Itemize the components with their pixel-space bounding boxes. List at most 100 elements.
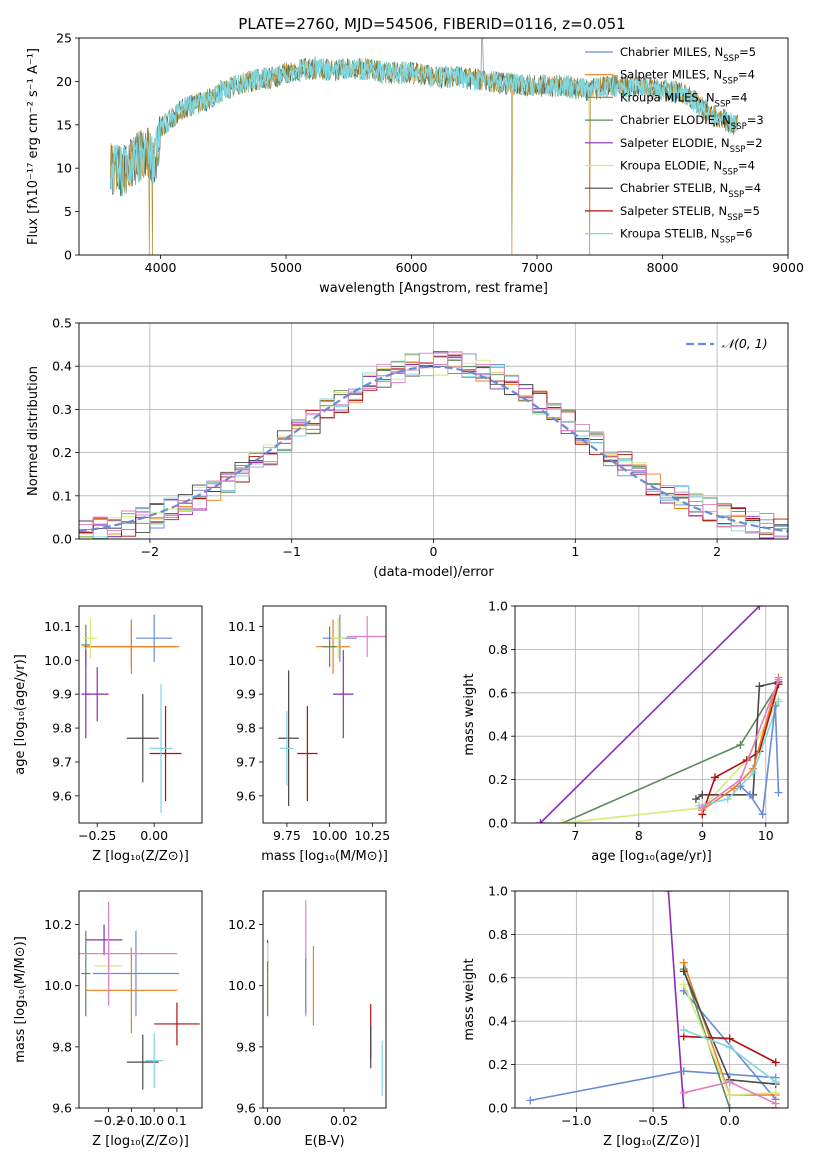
weight-marker xyxy=(664,891,673,895)
residuals-axes: −2 −1 0 1 2 0.0 0.1 0.2 0.3 0.4 0.5 (data-model)/er… xyxy=(26,316,789,580)
weight-marker xyxy=(710,773,719,782)
x-tick-label: −0.1 xyxy=(116,1113,146,1128)
weight-marker xyxy=(725,1043,734,1052)
x-tick-label: 6000 xyxy=(396,260,428,275)
axes-frame xyxy=(262,605,387,824)
x-tick-label: 10 xyxy=(758,828,774,843)
y-tick-label: 0.8 xyxy=(488,642,508,657)
x-axis-label: (data-model)/error xyxy=(373,565,494,580)
weight-marker xyxy=(698,790,707,799)
y-tick-label: 0.6 xyxy=(488,685,508,700)
weight-marker xyxy=(730,784,739,793)
x-tick-label: 4000 xyxy=(145,260,177,275)
y-tick-label: 10.2 xyxy=(44,917,72,932)
x-axis-label: E(B-V) xyxy=(304,1134,344,1149)
y-axis-label: age [log₁₀(age/yr)] xyxy=(13,654,28,775)
x-tick-label: 0.1 xyxy=(167,1113,187,1128)
y-tick-label: 10.0 xyxy=(44,653,72,668)
legend-label: Kroupa ELODIE, NSSP=4 xyxy=(620,159,755,178)
axes-frame xyxy=(78,37,789,256)
weight-marker xyxy=(771,1088,780,1097)
legend-label: Chabrier MILES, NSSP=5 xyxy=(620,45,756,64)
y-axis-label: Normed distribution xyxy=(26,366,41,496)
weight-marker xyxy=(725,1034,734,1043)
y-tick-label: 9.6 xyxy=(236,1101,256,1116)
axes-frame xyxy=(78,890,203,1109)
weight-series-line xyxy=(562,698,780,823)
x-tick-label: −0.2 xyxy=(93,1113,123,1128)
x-tick-label: 9000 xyxy=(772,260,804,275)
y-tick-label: 0.0 xyxy=(488,1101,508,1116)
axes-frame xyxy=(78,322,789,540)
x-tick-label: 0.02 xyxy=(330,1113,358,1128)
weight-marker xyxy=(771,1077,780,1086)
weight-marker xyxy=(725,1090,734,1099)
weight-marker xyxy=(679,1067,688,1076)
reference-gaussian xyxy=(79,365,788,533)
y-tick-label: 0.6 xyxy=(488,970,508,985)
x-tick-label: 2 xyxy=(713,544,721,559)
y-tick-label: 0.4 xyxy=(488,729,508,744)
y-tick-label: 0.4 xyxy=(488,1014,508,1029)
y-tick-label: 9.8 xyxy=(52,1039,72,1054)
x-tick-label: 9.75 xyxy=(273,828,301,843)
y-axis-label: mass weight xyxy=(462,673,477,755)
axes-frame xyxy=(514,890,789,1109)
y-axis-label: mass [log₁₀(M/M⊙)] xyxy=(13,936,28,1063)
weight-marker xyxy=(755,606,764,610)
weight-marker xyxy=(679,980,688,989)
weight-marker xyxy=(526,1096,535,1105)
y-axis-label: Flux [fλ10⁻¹⁷ erg cm⁻² s⁻¹ A⁻¹] xyxy=(26,48,41,245)
weight-marker xyxy=(679,1025,688,1034)
x-tick-label: 8 xyxy=(635,828,643,843)
x-axis-label: Z [log₁₀(Z/Z⊙)] xyxy=(92,849,189,864)
y-tick-label: 9.6 xyxy=(52,788,72,803)
y-tick-label: 9.6 xyxy=(52,1101,72,1116)
legend-label: Salpeter STELIB, NSSP=5 xyxy=(620,204,760,223)
axes-frame xyxy=(262,890,387,1109)
spectrum-line xyxy=(109,56,739,196)
weight-marker xyxy=(723,795,732,804)
y-tick-label: 10.1 xyxy=(228,619,256,634)
y-tick-label: 10 xyxy=(56,161,72,176)
y-tick-label: 0.2 xyxy=(488,1057,508,1072)
x-tick-label: −2 xyxy=(141,544,159,559)
x-tick-label: 0.0 xyxy=(144,1113,164,1128)
weight-marker xyxy=(679,1088,688,1097)
weight-marker xyxy=(771,701,780,710)
legend: Chabrier MILES, NSSP=5 Salpeter MILES, NS… xyxy=(585,45,764,246)
axes-frame xyxy=(78,605,203,824)
x-tick-label: −1 xyxy=(282,544,300,559)
x-tick-label: 7 xyxy=(571,828,579,843)
weight-marker xyxy=(758,810,767,819)
weight-marker xyxy=(736,740,745,749)
x-tick-label: −0.25 xyxy=(78,828,116,843)
weight-marker xyxy=(774,697,783,706)
weight-series-line xyxy=(701,677,780,811)
axes-frame xyxy=(514,605,789,824)
weight-marker xyxy=(725,1077,734,1086)
y-tick-label: 9.7 xyxy=(52,754,72,769)
weight-series-line xyxy=(539,606,760,823)
mass_vs_z-axes: −0.2−0.10.0 0.1 9.6 9.8 10.0 10.2 Z [log₁₀(Z/Z… xyxy=(13,890,203,1149)
weight-marker xyxy=(774,788,783,797)
x-axis-label: age [log₁₀(age/yr)] xyxy=(591,849,712,864)
weight-marker xyxy=(771,1058,780,1067)
legend-label: Chabrier ELODIE, NSSP=3 xyxy=(620,113,764,132)
x-tick-label: 5000 xyxy=(270,260,302,275)
x-axis-label: mass [log₁₀(M/M⊙)] xyxy=(261,849,388,864)
spectrum-axes: 4000 5000 6000 7000 8000 9000 0 5 10 15 20 25 wavele… xyxy=(26,31,804,297)
x-tick-label: 7000 xyxy=(521,260,553,275)
x-tick-label: 0 xyxy=(430,544,438,559)
legend-label: Salpeter MILES, NSSP=4 xyxy=(620,68,755,87)
x-axis-label: Z [log₁₀(Z/Z⊙)] xyxy=(603,1134,700,1149)
y-tick-label: 15 xyxy=(56,117,72,132)
x-tick-label: −0.5 xyxy=(638,1113,668,1128)
weight-marker xyxy=(771,1099,780,1108)
x-tick-label: 9 xyxy=(698,828,706,843)
age_vs_mass-axes: 9.75 10.00 10.25 9.6 9.7 9.8 9.9 10.0 10.1 mass [… xyxy=(228,605,390,864)
weight-marker xyxy=(679,1104,688,1108)
legend-label: Kroupa STELIB, NSSP=6 xyxy=(620,227,752,246)
x-tick-label: 10.00 xyxy=(312,828,348,843)
emission-line xyxy=(480,38,484,73)
